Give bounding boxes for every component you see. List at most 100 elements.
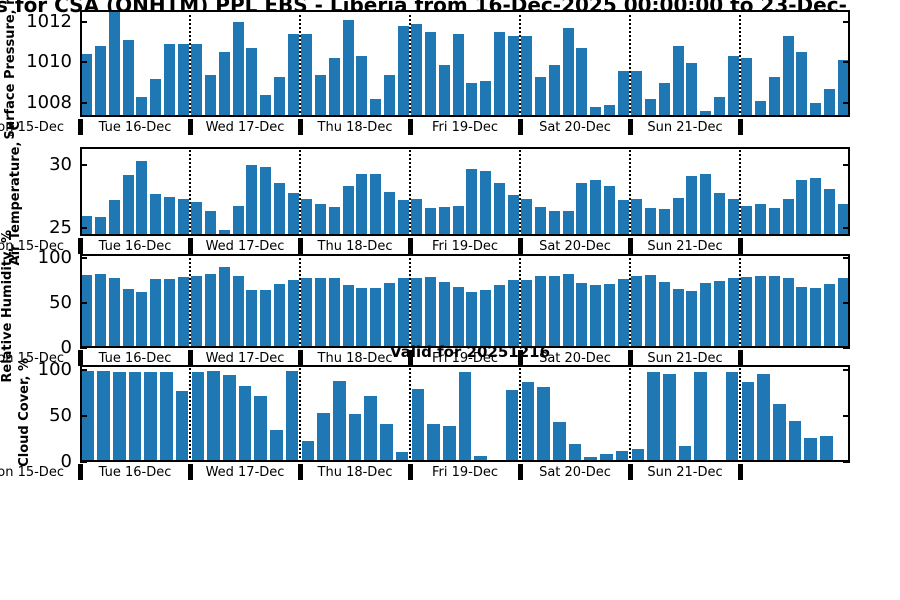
y-tick-label: 1008 xyxy=(26,91,72,113)
day-boundary-line xyxy=(629,147,631,236)
day-label: Fri 19-Dec xyxy=(431,120,499,135)
bar xyxy=(768,76,780,117)
bar xyxy=(191,44,203,117)
bar xyxy=(466,291,478,348)
day-boundary-tick xyxy=(297,238,303,254)
bar xyxy=(576,48,588,117)
y-tick-label: 100 xyxy=(37,247,72,269)
bar xyxy=(757,374,770,462)
day-boundary-tick xyxy=(187,464,193,480)
bar xyxy=(507,195,519,236)
bar xyxy=(741,205,753,236)
bar xyxy=(658,281,670,348)
bar xyxy=(273,284,285,348)
bar xyxy=(768,208,780,236)
bar xyxy=(177,277,189,348)
day-boundary-tick xyxy=(407,238,413,254)
bar xyxy=(548,210,560,236)
bar xyxy=(474,455,487,462)
day-label: Sun 21-Dec xyxy=(647,351,723,366)
day-boundary-tick xyxy=(517,119,523,135)
bar xyxy=(108,10,120,117)
relative-humidity-panel xyxy=(80,254,850,349)
bar xyxy=(700,173,712,236)
bar xyxy=(645,98,657,117)
bar xyxy=(301,199,313,236)
bar xyxy=(810,288,822,348)
cloud-cover-axis-label: Cloud Cover, % xyxy=(17,358,32,468)
y-tick-label: 50 xyxy=(49,404,72,426)
bar xyxy=(480,80,492,117)
bar xyxy=(507,279,519,348)
day-label: Thu 18-Dec xyxy=(317,351,393,366)
y-tick-mark xyxy=(80,163,87,166)
bar xyxy=(521,36,533,117)
bar xyxy=(108,200,120,236)
bar xyxy=(301,278,313,348)
day-boundary-line xyxy=(629,254,631,348)
bar xyxy=(287,34,299,117)
bar xyxy=(694,372,707,462)
bar xyxy=(568,444,582,462)
bar xyxy=(333,380,346,462)
bar xyxy=(348,413,362,462)
surface-pressure-panel xyxy=(80,10,850,117)
bar xyxy=(218,229,230,236)
day-boundary-tick xyxy=(517,238,523,254)
day-boundary-line xyxy=(189,10,191,117)
day-label: Mon 15-Dec xyxy=(0,239,64,254)
bar xyxy=(521,381,535,462)
bar xyxy=(603,104,615,117)
bar xyxy=(576,282,588,348)
bar xyxy=(452,34,464,117)
y-tick-label: 0 xyxy=(60,451,72,472)
bar xyxy=(603,283,615,348)
y-tick-mark xyxy=(80,61,87,64)
bar xyxy=(617,70,629,117)
bar xyxy=(458,372,472,462)
day-label: Mon 15-Dec xyxy=(0,465,64,480)
bar xyxy=(205,273,217,348)
day-boundary-line xyxy=(409,254,411,348)
bar xyxy=(356,56,368,117)
bar xyxy=(672,288,684,348)
bar xyxy=(810,177,822,236)
day-boundary-tick xyxy=(517,350,523,366)
bar xyxy=(672,46,684,117)
day-label: Wed 17-Dec xyxy=(205,120,285,135)
bar xyxy=(383,282,395,348)
bar xyxy=(713,280,725,348)
day-boundary-line xyxy=(299,10,301,117)
bar xyxy=(480,171,492,236)
bar xyxy=(370,98,382,117)
bar xyxy=(788,421,802,462)
bar xyxy=(562,273,574,348)
bar xyxy=(150,194,162,236)
bar xyxy=(631,70,643,117)
bar xyxy=(631,275,643,348)
day-boundary-line xyxy=(629,365,631,462)
day-boundary-line xyxy=(189,365,191,462)
y-tick-label: 1010 xyxy=(26,51,72,73)
bar xyxy=(755,100,767,117)
bar xyxy=(507,36,519,117)
day-boundary-line xyxy=(519,10,521,117)
bar xyxy=(741,381,755,462)
day-label: Fri 19-Dec xyxy=(431,465,499,480)
y-tick-mark xyxy=(80,414,87,417)
bar xyxy=(301,34,313,117)
bar xyxy=(438,64,450,117)
day-boundary-tick xyxy=(737,119,743,135)
y-tick-label: 100 xyxy=(37,358,72,380)
day-label: Sun 21-Dec xyxy=(647,239,723,254)
bar xyxy=(232,22,244,117)
bar xyxy=(254,395,267,462)
bar xyxy=(438,206,450,236)
bar xyxy=(647,372,660,462)
day-label: Wed 17-Dec xyxy=(205,351,285,366)
bar xyxy=(658,209,670,236)
day-boundary-line xyxy=(519,147,521,236)
day-boundary-tick xyxy=(297,119,303,135)
bar xyxy=(700,282,712,348)
